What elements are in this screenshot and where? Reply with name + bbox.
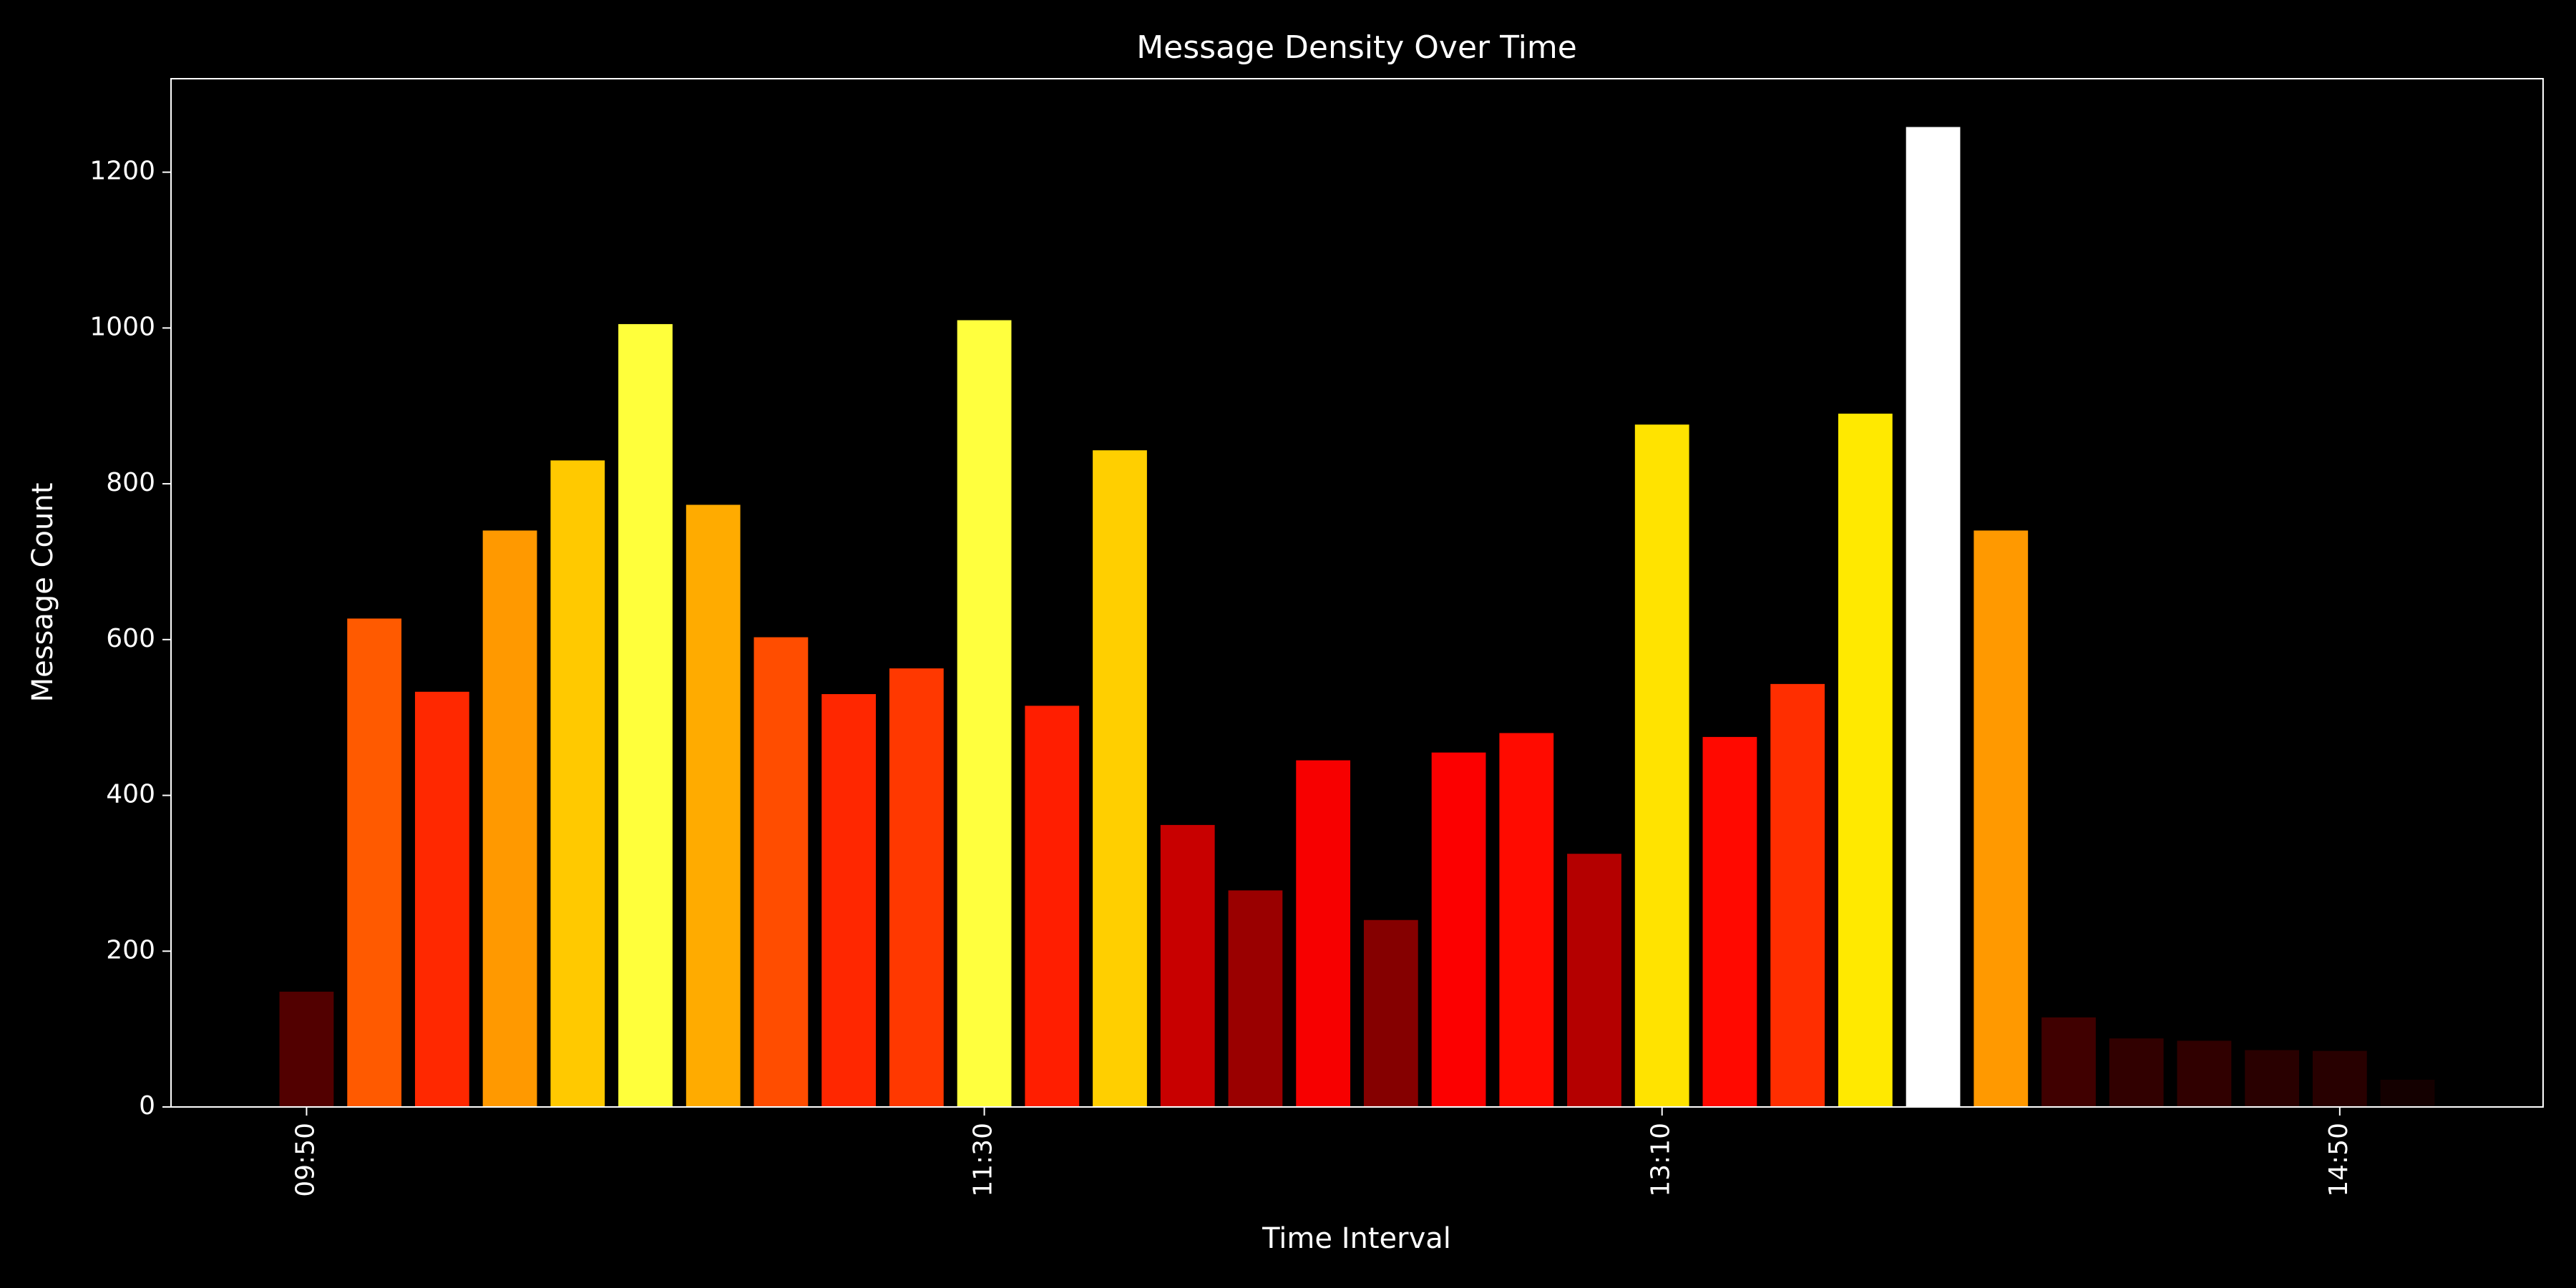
- bar: [1838, 414, 1893, 1107]
- bar: [347, 618, 402, 1107]
- bar: [2245, 1050, 2300, 1107]
- y-tick-label: 800: [106, 468, 155, 497]
- bar: [2041, 1017, 2096, 1107]
- bar: [482, 530, 537, 1107]
- y-tick-label: 200: [106, 935, 155, 965]
- y-axis-label: Message Count: [26, 483, 59, 703]
- bar: [618, 323, 673, 1108]
- bar: [1228, 890, 1283, 1107]
- bar: [1363, 919, 1418, 1107]
- x-tick-label: 13:10: [1646, 1123, 1676, 1197]
- bar: [2312, 1050, 2367, 1107]
- bar: [1296, 760, 1351, 1107]
- bar: [1431, 752, 1486, 1107]
- bar: [550, 460, 605, 1107]
- bar: [1093, 450, 1147, 1107]
- bar: [1499, 733, 1554, 1107]
- bar: [821, 694, 877, 1107]
- chart-title: Message Density Over Time: [1136, 29, 1577, 66]
- y-tick-label: 600: [106, 624, 155, 653]
- bar: [1702, 736, 1757, 1107]
- bar: [279, 991, 334, 1107]
- bar: [1025, 706, 1080, 1107]
- bar: [1634, 424, 1689, 1107]
- bar: [1770, 683, 1825, 1107]
- bar: [2177, 1040, 2232, 1107]
- x-tick-label: 11:30: [969, 1123, 998, 1197]
- bar: [753, 637, 809, 1107]
- plot-frame: [170, 78, 2544, 1108]
- x-tick-label: 14:50: [2324, 1123, 2353, 1197]
- y-tick-label: 1000: [89, 312, 155, 341]
- bar: [1906, 127, 1961, 1107]
- bar: [2109, 1038, 2164, 1107]
- y-tick-label: 0: [139, 1091, 155, 1121]
- bar: [889, 668, 944, 1107]
- x-axis-label: Time Interval: [1262, 1222, 1451, 1255]
- bar: [1567, 854, 1621, 1107]
- bar: [1160, 824, 1215, 1107]
- y-tick-label: 1200: [89, 157, 155, 186]
- bar: [2380, 1079, 2435, 1107]
- bar: [414, 691, 469, 1107]
- y-tick-label: 400: [106, 780, 155, 809]
- bar: [957, 320, 1012, 1107]
- bar: [686, 504, 741, 1107]
- x-tick-label: 09:50: [291, 1123, 320, 1197]
- bar: [1974, 530, 2029, 1107]
